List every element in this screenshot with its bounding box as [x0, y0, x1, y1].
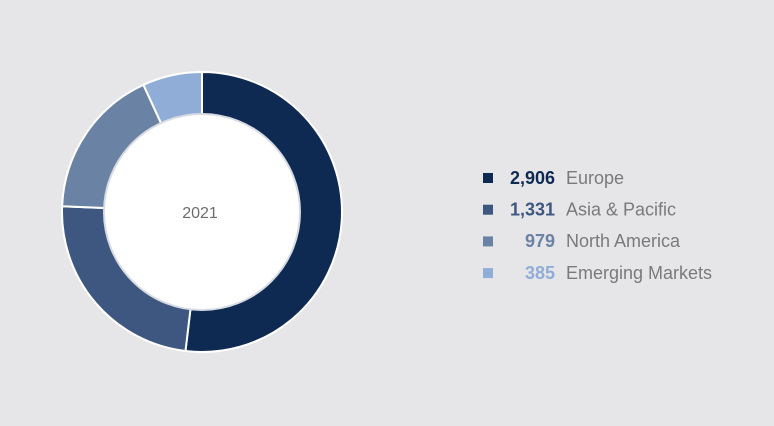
legend-value: 1,331 — [510, 199, 555, 219]
legend-value: 385 — [525, 263, 555, 283]
legend: 2,906 Europe 1,331 Asia & Pacific 979 North A… — [483, 168, 712, 283]
legend-label: Asia & Pacific — [566, 199, 676, 219]
legend-label: Emerging Markets — [566, 263, 712, 283]
donut-hole — [103, 113, 301, 311]
legend-swatch — [483, 236, 493, 247]
legend-label: North America — [566, 231, 681, 251]
legend-label: Europe — [566, 168, 624, 188]
legend-swatch — [483, 173, 493, 183]
legend-swatch — [483, 268, 493, 279]
center-label: 2021 — [182, 205, 218, 222]
legend-value: 2,906 — [510, 168, 555, 188]
legend-value: 979 — [525, 231, 555, 251]
legend-swatch — [483, 204, 493, 215]
